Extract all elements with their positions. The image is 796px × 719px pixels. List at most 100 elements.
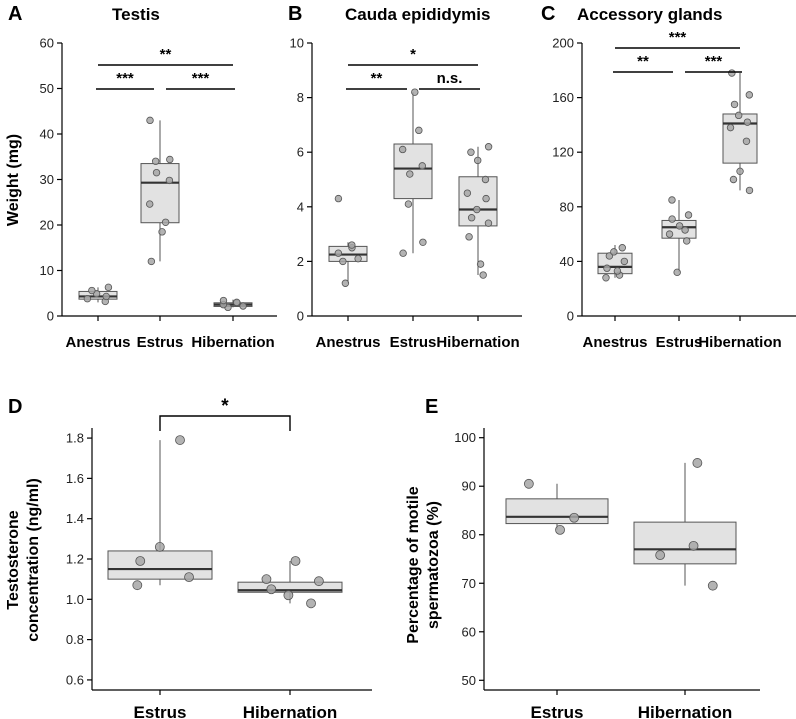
panel-b: B Cauda epididymis 0 2 4 6 8 10 Anestrus Estrus Hi… xyxy=(288,3,522,351)
data-point xyxy=(728,69,736,77)
data-point xyxy=(419,238,427,246)
y-tick-label: 60 xyxy=(40,36,54,51)
y-tick-label: 50 xyxy=(462,673,476,688)
significance-label: ** xyxy=(637,53,649,70)
x-tick-label: Anestrus xyxy=(315,334,380,351)
significance-label: n.s. xyxy=(437,70,463,87)
data-point xyxy=(341,279,350,287)
data-point xyxy=(681,226,689,234)
y-tick-label: 1.2 xyxy=(66,552,84,567)
y-tick-label: 160 xyxy=(552,90,574,105)
data-point xyxy=(730,100,739,109)
data-point xyxy=(569,512,580,523)
data-point xyxy=(411,88,419,96)
data-point xyxy=(135,556,146,566)
panel-title: Cauda epididymis xyxy=(345,5,490,24)
panel-label: C xyxy=(541,3,555,25)
y-tick-label: 0.6 xyxy=(66,672,84,687)
x-tick-label: Estrus xyxy=(134,703,187,719)
y-tick-label: 30 xyxy=(40,172,54,187)
y-tick-label: 100 xyxy=(454,430,476,445)
significance-label: *** xyxy=(116,70,134,87)
data-point xyxy=(261,574,272,585)
data-point xyxy=(734,111,743,120)
data-point xyxy=(146,200,154,208)
data-point xyxy=(266,584,277,595)
data-point xyxy=(467,148,475,156)
y-tick-label: 8 xyxy=(297,90,304,105)
panel-title: Accessory glands xyxy=(577,5,723,24)
data-point xyxy=(481,175,490,184)
y-tick-label: 80 xyxy=(462,527,476,542)
data-point xyxy=(610,248,618,256)
panel-title: Testis xyxy=(112,5,160,24)
data-point xyxy=(482,194,490,203)
data-point xyxy=(339,257,347,266)
data-point xyxy=(151,157,160,165)
data-point xyxy=(555,524,565,535)
data-point xyxy=(354,254,362,263)
data-point xyxy=(88,286,96,295)
data-point xyxy=(745,91,754,99)
x-tick-label: Anestrus xyxy=(65,334,130,351)
data-point xyxy=(603,264,611,272)
data-point xyxy=(473,205,481,214)
data-point xyxy=(736,167,744,176)
x-tick-label: Hibernation xyxy=(191,334,274,351)
significance-label: *** xyxy=(669,29,687,46)
y-tick-label: 40 xyxy=(40,127,54,142)
significance-label: *** xyxy=(705,53,723,70)
panel-d: D Testosterone concentration (ng/ml) 0.6 0.8… xyxy=(5,396,372,719)
y-axis-label-line2: concentration (ng/ml) xyxy=(25,478,42,642)
data-point xyxy=(290,556,301,566)
x-tick-label: Hibernation xyxy=(698,334,781,351)
y-tick-label: 200 xyxy=(552,36,574,51)
y-tick-label: 1.8 xyxy=(66,431,84,446)
data-point xyxy=(348,241,356,249)
significance-label: ** xyxy=(160,46,172,63)
y-tick-label: 0 xyxy=(297,309,304,324)
y-tick-label: 50 xyxy=(40,81,54,96)
y-tick-label: 90 xyxy=(462,479,476,494)
panel-label: B xyxy=(288,3,302,25)
data-point xyxy=(688,541,699,551)
y-axis-label-line1: Testosterone xyxy=(5,510,22,609)
y-tick-label: 80 xyxy=(560,199,574,214)
y-tick-label: 0 xyxy=(567,309,574,324)
data-point xyxy=(233,298,241,307)
panel-e: E Percentage of motile spermatozoa (%) 50 60… xyxy=(405,396,760,719)
y-tick-label: 70 xyxy=(462,576,476,591)
data-point xyxy=(613,267,622,275)
box xyxy=(633,521,737,565)
y-tick-label: 1.0 xyxy=(66,592,84,607)
data-point xyxy=(618,244,626,252)
significance-label: ** xyxy=(371,70,383,87)
data-point xyxy=(152,168,161,177)
box xyxy=(458,176,498,227)
data-point xyxy=(132,580,143,591)
data-point xyxy=(655,550,666,561)
box xyxy=(722,113,758,164)
data-point xyxy=(147,257,156,266)
data-point xyxy=(745,186,754,195)
data-point xyxy=(314,576,324,587)
data-point xyxy=(399,249,407,257)
panel-label: A xyxy=(8,3,22,25)
data-point xyxy=(479,271,487,279)
data-point xyxy=(683,237,691,245)
panel-label: D xyxy=(8,396,22,418)
data-point xyxy=(668,196,676,204)
y-tick-label: 1.4 xyxy=(66,511,84,526)
data-point xyxy=(605,252,614,260)
data-point xyxy=(306,598,316,609)
data-point xyxy=(467,214,476,222)
x-tick-label: Hibernation xyxy=(243,703,337,719)
data-point xyxy=(418,162,426,170)
data-point xyxy=(406,170,414,178)
y-tick-label: 40 xyxy=(560,254,574,269)
data-point xyxy=(283,590,294,601)
data-point xyxy=(166,155,174,164)
y-tick-label: 120 xyxy=(552,145,574,160)
data-point xyxy=(184,572,194,583)
data-point xyxy=(476,260,485,268)
